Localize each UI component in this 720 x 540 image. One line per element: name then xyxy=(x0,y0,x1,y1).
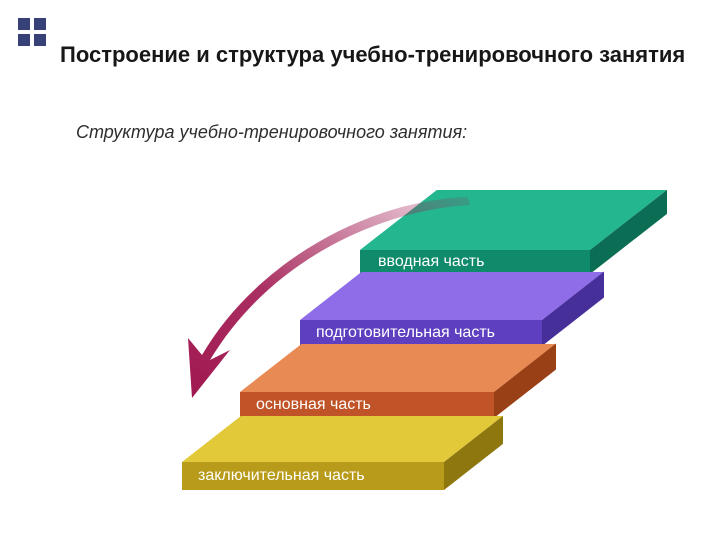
diagram-stage: вводная частьподготовительная частьоснов… xyxy=(0,0,720,540)
flow-arrow-icon xyxy=(0,0,720,540)
slide: Построение и структура учебно-тренировоч… xyxy=(0,0,720,540)
